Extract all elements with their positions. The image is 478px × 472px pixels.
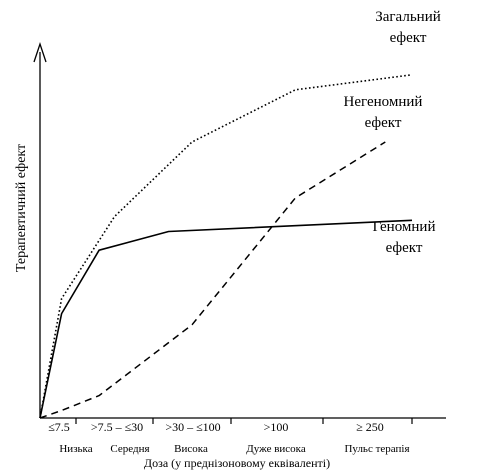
dose-category-label: Низька [59,443,92,455]
dose-range-label: ≤7.5 [48,420,70,434]
dose-range-label: ≥ 250 [356,420,384,434]
dose-category-label: Пульс терапія [344,443,409,455]
series-line-1 [39,74,413,419]
dose-category-label: Висока [174,443,208,455]
x-axis-label: Доза (у преднізоновому еквіваленті) [144,456,330,470]
dose-range-label: >7.5 – ≤30 [91,420,143,434]
series-label: ефект [386,240,423,256]
dose-range-label: >100 [264,420,289,434]
series-line-3 [39,219,413,419]
series-line-2 [39,141,386,419]
y-axis-arrow [33,41,47,63]
y-axis-label: Терапевтичний ефект [14,144,29,272]
series-label: Загальний [375,9,441,25]
series-label: ефект [365,115,402,131]
series-label: ефект [390,30,427,46]
dose-range-label: >30 – ≤100 [165,420,220,434]
dose-category-label: Дуже висока [246,443,306,455]
series-label: Негеномний [344,94,423,110]
dose-category-label: Середня [110,443,149,455]
series-label: Геномний [372,219,435,235]
